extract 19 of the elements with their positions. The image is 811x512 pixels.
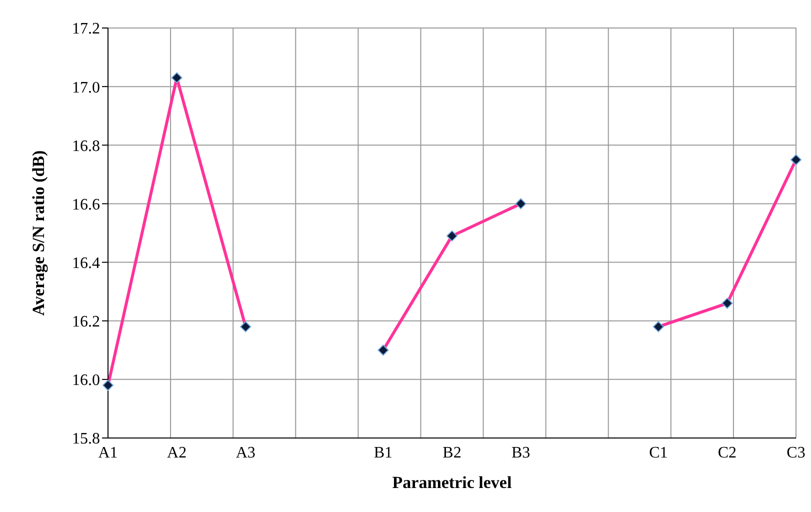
x-tick-label: A2 bbox=[167, 444, 187, 462]
x-tick-label: C3 bbox=[786, 444, 806, 462]
y-tick-label: 16.6 bbox=[72, 196, 100, 214]
y-tick-label: 16.4 bbox=[72, 254, 100, 272]
x-tick-label: A3 bbox=[236, 444, 256, 462]
y-tick-label: 15.8 bbox=[72, 430, 100, 448]
x-tick-label: C2 bbox=[718, 444, 737, 462]
y-tick-label: 17.0 bbox=[72, 79, 100, 96]
x-tick-label: C1 bbox=[649, 444, 668, 462]
y-axis-title: Average S/N ratio (dB) bbox=[29, 150, 48, 316]
x-tick-label: B1 bbox=[374, 444, 393, 462]
x-tick-label: A1 bbox=[98, 444, 118, 462]
y-tick-label: 16.8 bbox=[72, 138, 100, 155]
x-tick-label: B2 bbox=[442, 444, 462, 462]
y-tick-label: 16.2 bbox=[72, 314, 100, 331]
y-tick-label: 16.0 bbox=[72, 372, 100, 390]
x-axis-title: Parametric level bbox=[392, 473, 512, 492]
x-tick-label: B3 bbox=[511, 444, 530, 462]
y-tick-label: 17.2 bbox=[72, 20, 100, 38]
